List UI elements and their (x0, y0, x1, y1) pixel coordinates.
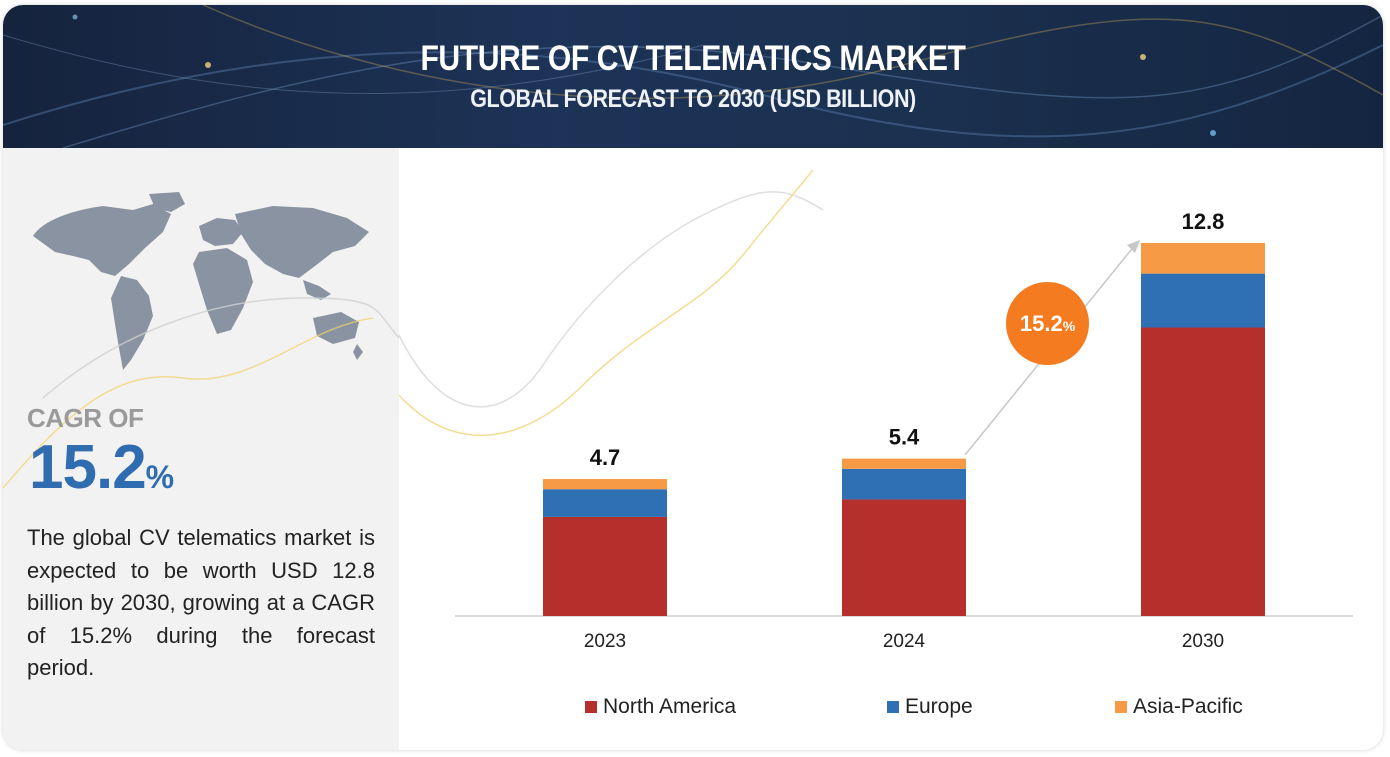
stacked-bar-chart: 4.7 2023 5.4 2024 12.8 2030 (398, 169, 1353, 652)
x-tick-label-2030: 2030 (1182, 631, 1224, 652)
bar-north-america-2030 (1141, 327, 1265, 616)
bar-europe-2030 (1141, 273, 1265, 328)
cagr-value: 15.2 (29, 433, 147, 502)
legend-label-asia-pacific: Asia-Pacific (1133, 695, 1243, 718)
bubble-value: 15.2 (1019, 310, 1063, 336)
bar-north-america-2023 (543, 516, 667, 616)
legend-label-europe: Europe (905, 695, 973, 718)
page-title: FUTURE OF CV TELEMATICS MARKET (420, 39, 966, 78)
banner-light-streaks (3, 5, 1383, 148)
legend-swatch-europe (887, 701, 899, 713)
cagr-unit: % (145, 459, 175, 495)
infographic-card: FUTURE OF CV TELEMATICS MARKET GLOBAL FO… (3, 5, 1383, 750)
total-label-2023: 4.7 (590, 445, 621, 470)
bar-europe-2024 (842, 468, 966, 500)
legend-swatch-asia-pacific (1115, 701, 1127, 713)
legend-label-north-america: North America (603, 695, 737, 718)
world-map-icon (33, 192, 369, 370)
bar-asia-pacific-2030 (1141, 243, 1265, 274)
bar-north-america-2024 (842, 499, 966, 616)
summary-panel: CAGR OF 15.2% The global CV telematics m… (3, 148, 399, 750)
bar-asia-pacific-2024 (842, 458, 966, 469)
bar-europe-2023 (543, 489, 667, 517)
x-tick-label-2023: 2023 (584, 631, 626, 652)
bar-series-group (543, 243, 1265, 616)
page-subtitle: GLOBAL FORECAST TO 2030 (USD BILLION) (470, 85, 916, 113)
legend-swatch-north-america (585, 701, 597, 713)
legend-item-north-america: North America (585, 695, 736, 719)
bubble-unit: % (1062, 317, 1076, 334)
bar-asia-pacific-2023 (543, 479, 667, 490)
chart-legend: North America Europe Asia-Pacific (3, 695, 1383, 725)
market-description: The global CV telematics market is expec… (27, 525, 375, 680)
cagr-label: CAGR OF (27, 403, 144, 433)
total-label-2030: 12.8 (1182, 209, 1225, 234)
legend-item-asia-pacific: Asia-Pacific (1115, 695, 1243, 719)
cagr-bubble: 15.2% (1006, 282, 1089, 365)
cagr-figure: 15.2% (29, 432, 174, 503)
header-banner: FUTURE OF CV TELEMATICS MARKET GLOBAL FO… (3, 5, 1383, 148)
world-map-graphic (3, 192, 399, 489)
x-tick-label-2024: 2024 (883, 631, 926, 652)
legend-item-europe: Europe (887, 695, 973, 719)
total-label-2024: 5.4 (889, 425, 920, 450)
